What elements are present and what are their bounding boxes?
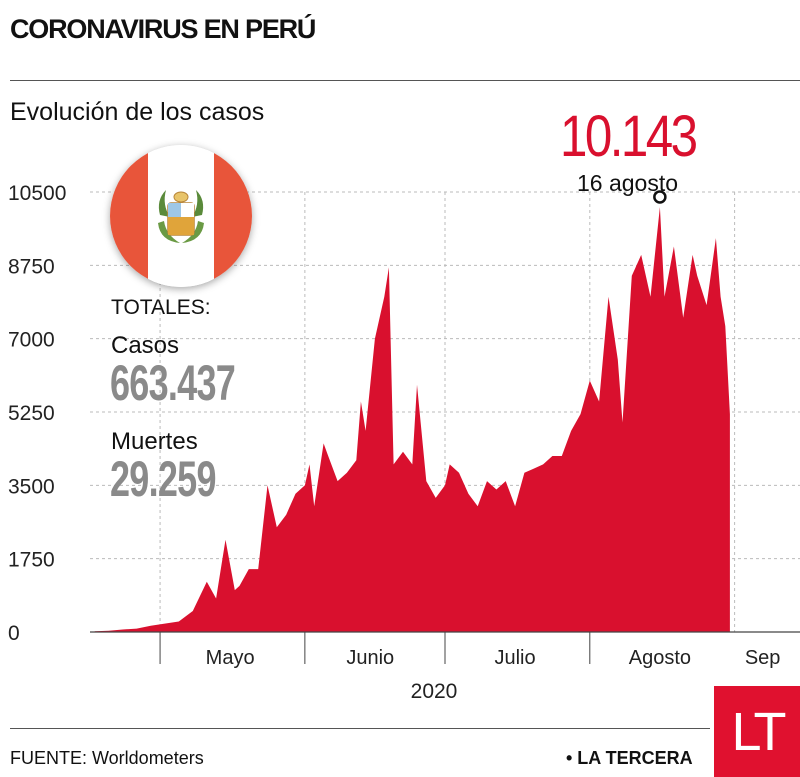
chart-title: CORONAVIRUS EN PERÚ [10, 14, 316, 44]
cases-label: Casos [111, 332, 180, 359]
chart-subtitle: Evolución de los casos [10, 98, 265, 126]
peak-date: 16 agosto [577, 170, 679, 196]
la-tercera-logo: LT [714, 686, 800, 777]
source-note: FUENTE: Worldometers [10, 748, 204, 768]
x-tick-label: Sep [745, 647, 781, 669]
y-tick-label: 8750 [8, 255, 55, 278]
cases-area-series [94, 207, 730, 632]
totals-label: TOTALES: [111, 296, 211, 319]
cases-total-value: 663.437 [110, 355, 236, 411]
title-divider [10, 80, 800, 81]
x-tick-label: Mayo [206, 647, 255, 669]
x-axis-ticks: Mayo Junio Julio Agosto Sep [159, 632, 781, 669]
y-tick-label: 5250 [8, 402, 55, 425]
peru-flag-icon [110, 145, 252, 287]
y-tick-label: 3500 [8, 475, 55, 498]
x-axis-label: 2020 [411, 680, 458, 703]
y-tick-label: 0 [8, 622, 20, 645]
y-tick-label: 1750 [8, 549, 55, 572]
y-tick-label: 10500 [8, 182, 66, 205]
y-tick-label: 7000 [8, 329, 55, 352]
x-tick-label: Agosto [629, 647, 691, 669]
publisher-name: • LA TERCERA [566, 748, 693, 768]
x-tick-label: Julio [494, 647, 535, 669]
deaths-label: Muertes [111, 428, 198, 455]
deaths-total-value: 29.259 [110, 451, 217, 507]
y-axis-ticks: 0 1750 3500 5250 7000 8750 10500 [8, 182, 66, 645]
footer-divider [10, 728, 710, 729]
x-tick-label: Junio [346, 647, 394, 669]
coat-of-arms-icon [158, 190, 204, 243]
peak-marker-icon [653, 190, 667, 204]
peak-value: 10.143 [560, 104, 698, 169]
